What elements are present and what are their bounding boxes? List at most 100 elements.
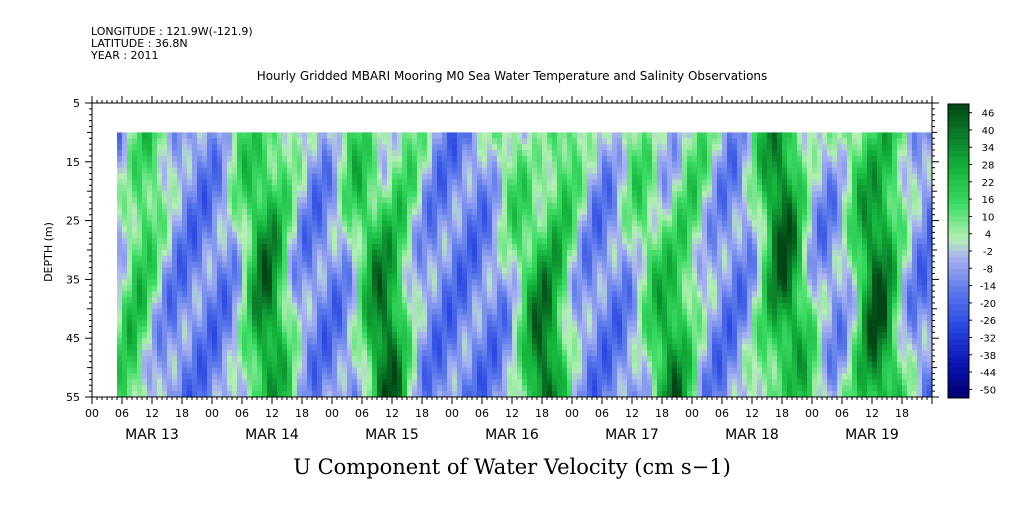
heatmap-cell (362, 179, 368, 186)
heatmap-cell (517, 297, 523, 304)
heatmap-cell (322, 379, 328, 386)
heatmap-cell (342, 191, 348, 198)
heatmap-cell (187, 279, 193, 286)
heatmap-cell (492, 344, 498, 351)
heatmap-cell (652, 155, 658, 163)
heatmap-cell (227, 385, 233, 392)
heatmap-cell (447, 173, 453, 180)
heatmap-cell (132, 391, 138, 398)
heatmap-cell (382, 349, 388, 357)
heatmap-cell (487, 332, 493, 339)
heatmap-cell (337, 279, 343, 286)
heatmap-cell (267, 185, 273, 192)
heatmap-cell (577, 185, 583, 192)
heatmap-cell (617, 291, 623, 298)
heatmap-cell (587, 191, 593, 198)
heatmap-cell (597, 185, 603, 192)
heatmap-cell (597, 155, 603, 163)
heatmap-cell (187, 326, 193, 333)
heatmap-cell (417, 197, 423, 204)
heatmap-cell (537, 349, 543, 357)
heatmap-cell (307, 173, 313, 180)
heatmap-cell (512, 308, 518, 316)
heatmap-cell (627, 314, 633, 321)
heatmap-cell (177, 197, 183, 204)
heatmap-cell (482, 297, 488, 304)
heatmap-cell (327, 279, 333, 286)
heatmap-cell (312, 385, 318, 392)
heatmap-cell (137, 355, 143, 363)
heatmap-cell (167, 250, 173, 257)
heatmap-cell (587, 308, 593, 316)
heatmap-cell (462, 349, 468, 357)
heatmap-cell (172, 167, 178, 174)
heatmap-cell (457, 220, 463, 227)
heatmap-cell (277, 226, 283, 233)
heatmap-cell (602, 379, 608, 386)
heatmap-cell (177, 244, 183, 251)
heatmap-cell (287, 226, 293, 233)
heatmap-cell (357, 202, 363, 210)
heatmap-cell (447, 291, 453, 298)
heatmap-cell (197, 349, 203, 357)
heatmap-cell (247, 273, 253, 280)
heatmap-cell (267, 226, 273, 233)
heatmap-cell (362, 297, 368, 304)
heatmap-cell (657, 320, 663, 327)
heatmap-cell (417, 191, 423, 198)
heatmap-cell (387, 244, 393, 251)
heatmap-cell (147, 344, 153, 351)
heatmap-cell (642, 379, 648, 386)
heatmap-cell (337, 320, 343, 327)
heatmap-cell (422, 226, 428, 233)
heatmap-cell (632, 349, 638, 357)
heatmap-cell (272, 191, 278, 198)
heatmap-cell (617, 208, 623, 216)
heatmap-cell (197, 344, 203, 351)
heatmap-cell (597, 226, 603, 233)
heatmap-cell (182, 332, 188, 339)
heatmap-cell (337, 355, 343, 363)
heatmap-cell (572, 250, 578, 257)
heatmap-cell (587, 150, 593, 157)
heatmap-cell (322, 214, 328, 221)
heatmap-cell (177, 173, 183, 180)
heatmap-cell (622, 355, 628, 363)
heatmap-cell (292, 326, 298, 333)
heatmap-cell (502, 179, 508, 186)
heatmap-cell (552, 297, 558, 304)
heatmap-cell (272, 202, 278, 210)
heatmap-cell (537, 291, 543, 298)
heatmap-cell (557, 208, 563, 216)
heatmap-cell (637, 355, 643, 363)
heatmap-cell (477, 232, 483, 239)
heatmap-cell (427, 155, 433, 163)
heatmap-cell (492, 308, 498, 316)
heatmap-cell (142, 297, 148, 304)
heatmap-cell (477, 191, 483, 198)
heatmap-cell (347, 208, 353, 216)
heatmap-cell (247, 185, 253, 192)
heatmap-cell (342, 279, 348, 286)
heatmap-cell (647, 138, 653, 145)
heatmap-cell (372, 302, 378, 310)
heatmap-cell (632, 291, 638, 298)
heatmap-cell (412, 138, 418, 145)
heatmap-cell (122, 191, 128, 198)
heatmap-cell (407, 191, 413, 198)
heatmap-cell (332, 273, 338, 280)
heatmap-cell (537, 361, 543, 368)
heatmap-cell (372, 279, 378, 286)
heatmap-cell (437, 185, 443, 192)
heatmap-cell (207, 250, 213, 257)
heatmap-cell (187, 285, 193, 292)
heatmap-cell (342, 173, 348, 180)
heatmap-cell (182, 173, 188, 180)
heatmap-cell (272, 385, 278, 392)
heatmap-cell (417, 261, 423, 269)
heatmap-cell (317, 261, 323, 269)
heatmap-cell (492, 167, 498, 174)
heatmap-cell (137, 161, 143, 169)
heatmap-cell (447, 367, 453, 374)
heatmap-cell (217, 220, 223, 227)
